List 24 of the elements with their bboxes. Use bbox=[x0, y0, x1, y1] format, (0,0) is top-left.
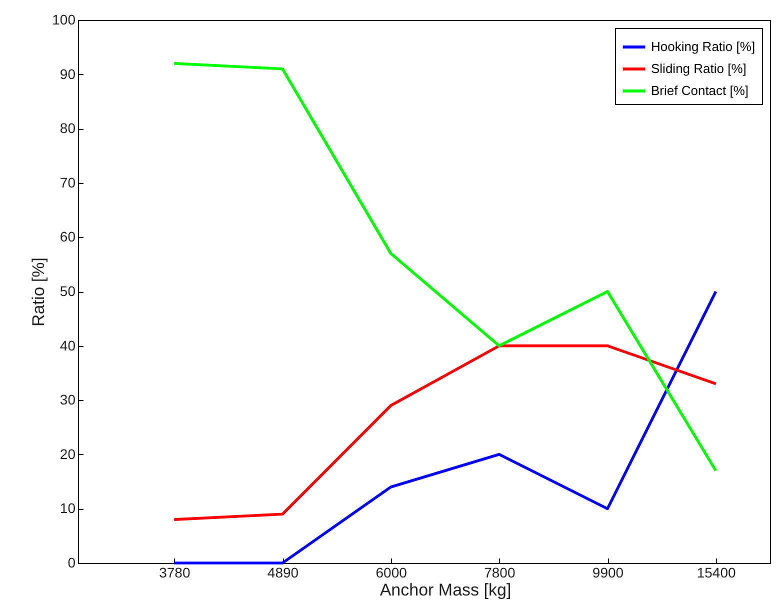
y-tick-label: 40 bbox=[60, 337, 76, 354]
y-tick-label: 60 bbox=[60, 228, 76, 245]
y-tick-label: 0 bbox=[68, 554, 76, 570]
x-tick-label: 15400 bbox=[696, 564, 736, 580]
y-tick-label: 70 bbox=[60, 174, 76, 190]
x-axis-title: Anchor Mass [kg] bbox=[380, 580, 512, 600]
x-tick-label: 9900 bbox=[592, 564, 624, 580]
y-tick-label: 10 bbox=[60, 500, 76, 516]
y-tick-label: 80 bbox=[60, 120, 76, 136]
y-axis-title: Ratio [%] bbox=[29, 258, 48, 326]
x-tick-label: 3780 bbox=[159, 564, 190, 580]
legend-label: Brief Contact [%] bbox=[651, 83, 749, 98]
line-series bbox=[172, 290, 718, 564]
y-tick-label: 100 bbox=[52, 12, 76, 28]
line-series bbox=[172, 344, 718, 521]
y-tick-label: 30 bbox=[60, 392, 76, 408]
legend-label: Sliding Ratio [%] bbox=[651, 61, 746, 76]
x-tick-label: 7800 bbox=[484, 564, 516, 580]
y-tick-label: 20 bbox=[60, 446, 76, 462]
x-tick-label: 4890 bbox=[267, 564, 299, 580]
y-tick-label: 90 bbox=[60, 66, 76, 82]
x-tick-label: 6000 bbox=[376, 564, 408, 580]
y-tick-label: 50 bbox=[60, 283, 76, 299]
legend-label: Hooking Ratio [%] bbox=[651, 39, 756, 54]
